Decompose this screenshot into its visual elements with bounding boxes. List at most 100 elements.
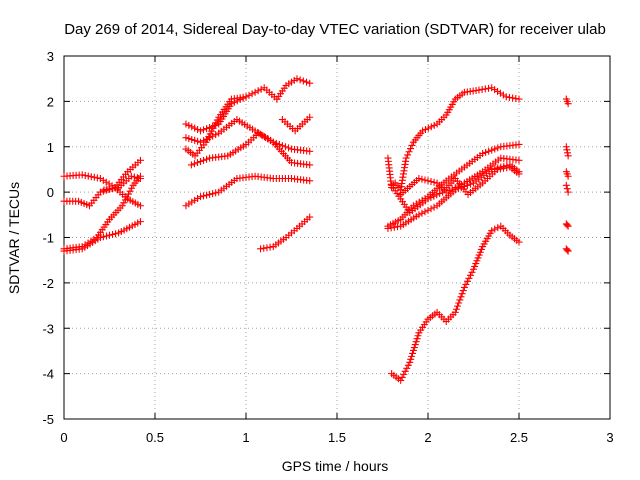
series-s10 bbox=[182, 172, 314, 210]
data-point bbox=[212, 189, 220, 197]
series-s25 bbox=[562, 245, 572, 255]
data-point bbox=[458, 290, 466, 298]
data-point bbox=[212, 131, 220, 139]
data-point bbox=[406, 358, 414, 366]
series-s19 bbox=[388, 222, 523, 384]
data-point bbox=[185, 121, 193, 129]
y-tick-label: -2 bbox=[42, 276, 54, 291]
data-point bbox=[427, 205, 435, 213]
data-point bbox=[509, 94, 517, 102]
data-point bbox=[197, 158, 204, 165]
data-point bbox=[408, 352, 416, 360]
data-point bbox=[421, 126, 429, 134]
axis-ticks bbox=[63, 55, 611, 420]
data-point bbox=[409, 349, 417, 357]
data-point bbox=[405, 148, 413, 156]
data-point bbox=[306, 177, 314, 185]
data-point bbox=[118, 202, 126, 210]
data-point bbox=[455, 299, 463, 307]
data-point bbox=[411, 341, 419, 349]
data-point bbox=[203, 125, 211, 133]
data-point bbox=[293, 75, 301, 83]
data-point bbox=[136, 156, 144, 164]
data-point bbox=[468, 268, 476, 276]
x-tick-label: 3 bbox=[606, 430, 613, 445]
data-point bbox=[182, 134, 190, 142]
data-point bbox=[478, 85, 486, 93]
data-point bbox=[460, 283, 468, 291]
data-point bbox=[242, 93, 250, 101]
data-point bbox=[197, 138, 204, 146]
series-s11 bbox=[273, 75, 314, 103]
data-point bbox=[415, 175, 423, 183]
series-s2 bbox=[60, 156, 144, 210]
data-point bbox=[430, 178, 438, 186]
data-point bbox=[123, 193, 131, 201]
data-point bbox=[502, 93, 510, 101]
data-point bbox=[127, 172, 135, 180]
chart-title: Day 269 of 2014, Sidereal Day-to-day VTE… bbox=[64, 21, 606, 38]
x-tick-labels: 0 0.5 1 1.5 2 2.5 3 bbox=[60, 430, 613, 445]
data-point bbox=[200, 192, 208, 200]
data-point bbox=[188, 123, 196, 131]
data-point bbox=[188, 135, 196, 143]
data-point bbox=[102, 232, 110, 240]
data-point bbox=[418, 209, 426, 217]
data-point bbox=[433, 191, 441, 199]
x-tick-label: 1.5 bbox=[328, 430, 346, 445]
data-points bbox=[60, 75, 572, 384]
data-point bbox=[187, 161, 195, 169]
series-s23 bbox=[562, 181, 572, 196]
data-point bbox=[248, 90, 256, 98]
data-point bbox=[81, 171, 89, 179]
data-point bbox=[500, 164, 508, 172]
data-point bbox=[401, 164, 409, 172]
data-point bbox=[494, 144, 502, 152]
data-point bbox=[136, 202, 144, 210]
series-s22 bbox=[562, 168, 572, 180]
data-point bbox=[275, 140, 283, 148]
data-point bbox=[200, 126, 208, 134]
data-point bbox=[206, 190, 214, 198]
data-point bbox=[203, 191, 211, 199]
data-point bbox=[491, 225, 499, 233]
data-point bbox=[454, 302, 462, 310]
data-point bbox=[191, 124, 199, 132]
y-tick-label: 0 bbox=[47, 185, 54, 200]
series-s9 bbox=[182, 116, 314, 155]
data-point bbox=[424, 124, 432, 132]
data-point bbox=[284, 144, 292, 152]
data-point bbox=[257, 245, 265, 253]
data-point bbox=[128, 184, 136, 192]
series-s20 bbox=[562, 95, 572, 108]
data-point bbox=[257, 85, 265, 93]
data-point bbox=[488, 146, 496, 154]
y-tick-label: -1 bbox=[42, 231, 54, 246]
data-point bbox=[424, 195, 432, 203]
data-point bbox=[398, 373, 406, 381]
series-s24 bbox=[562, 220, 572, 230]
data-point bbox=[430, 121, 438, 129]
y-tick-labels: -5 -4 -3 -2 -1 0 1 2 3 bbox=[42, 49, 54, 427]
data-point bbox=[564, 152, 572, 160]
data-point bbox=[430, 203, 438, 211]
data-point bbox=[412, 338, 420, 346]
data-point bbox=[197, 193, 204, 201]
data-point bbox=[515, 238, 523, 246]
data-point bbox=[306, 147, 314, 155]
data-point bbox=[190, 160, 198, 168]
data-point bbox=[562, 143, 570, 151]
data-point bbox=[424, 206, 432, 214]
data-point bbox=[399, 170, 407, 178]
data-point bbox=[427, 178, 435, 186]
data-point bbox=[99, 233, 107, 241]
data-point bbox=[456, 296, 464, 304]
data-point bbox=[481, 85, 489, 93]
data-point bbox=[563, 246, 571, 254]
data-point bbox=[407, 355, 415, 363]
data-point bbox=[254, 87, 262, 95]
data-point bbox=[564, 149, 572, 157]
series-s3 bbox=[60, 172, 144, 253]
data-point bbox=[124, 190, 132, 198]
series-s5 bbox=[100, 172, 144, 194]
